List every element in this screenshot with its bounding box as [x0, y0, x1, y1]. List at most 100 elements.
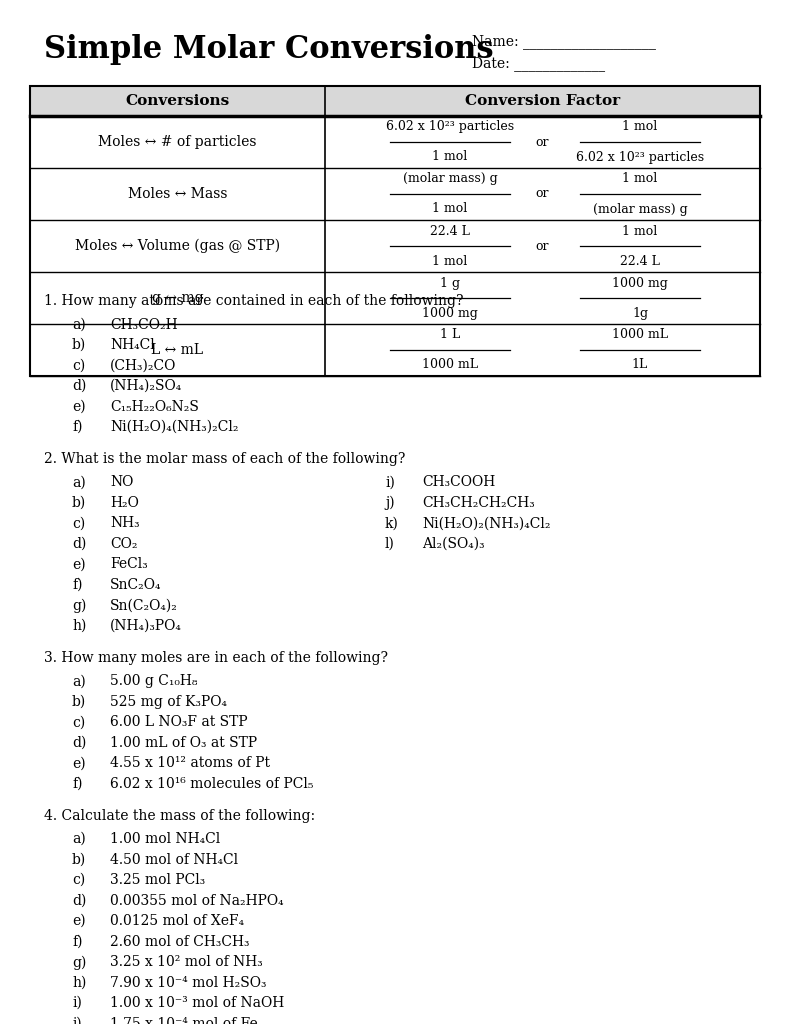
Text: 3.25 mol PCl₃: 3.25 mol PCl₃ — [110, 873, 205, 887]
Text: CH₃CH₂CH₂CH₃: CH₃CH₂CH₂CH₃ — [422, 496, 535, 510]
Text: 1 mol: 1 mol — [433, 255, 467, 267]
Text: l): l) — [385, 537, 395, 551]
Text: 22.4 L: 22.4 L — [430, 224, 470, 238]
Text: c): c) — [72, 716, 85, 729]
Text: g): g) — [72, 598, 86, 612]
Text: 1L: 1L — [632, 358, 648, 372]
Text: Al₂(SO₄)₃: Al₂(SO₄)₃ — [422, 537, 485, 551]
Text: 1000 mg: 1000 mg — [612, 276, 668, 290]
Text: NH₄Cl: NH₄Cl — [110, 338, 155, 352]
Text: 2.60 mol of CH₃CH₃: 2.60 mol of CH₃CH₃ — [110, 935, 249, 948]
Text: a): a) — [72, 475, 85, 489]
Text: 0.00355 mol of Na₂HPO₄: 0.00355 mol of Na₂HPO₄ — [110, 894, 284, 907]
Text: H₂O: H₂O — [110, 496, 139, 510]
Text: 2. What is the molar mass of each of the following?: 2. What is the molar mass of each of the… — [44, 452, 405, 466]
Text: 0.0125 mol of XeF₄: 0.0125 mol of XeF₄ — [110, 914, 244, 928]
Text: f): f) — [72, 935, 82, 948]
Text: 1 mol: 1 mol — [433, 151, 467, 164]
Bar — [30, 86, 760, 376]
Text: 1 mol: 1 mol — [623, 121, 657, 133]
Text: 1g: 1g — [632, 306, 648, 319]
Text: f): f) — [72, 420, 82, 434]
Text: b): b) — [72, 853, 86, 866]
Text: 5.00 g C₁₀H₈: 5.00 g C₁₀H₈ — [110, 674, 198, 688]
Text: 1 L: 1 L — [440, 329, 460, 341]
Text: b): b) — [72, 496, 86, 510]
Text: 22.4 L: 22.4 L — [620, 255, 660, 267]
Text: or: or — [536, 240, 549, 253]
Text: 1 mol: 1 mol — [623, 172, 657, 185]
Text: b): b) — [72, 338, 86, 352]
Text: 6.02 x 10¹⁶ molecules of PCl₅: 6.02 x 10¹⁶ molecules of PCl₅ — [110, 777, 313, 791]
Text: d): d) — [72, 736, 86, 750]
Text: c): c) — [72, 516, 85, 530]
Text: or: or — [536, 135, 549, 148]
Text: 4.50 mol of NH₄Cl: 4.50 mol of NH₄Cl — [110, 853, 238, 866]
Text: k): k) — [385, 516, 399, 530]
Text: g ↔ mg: g ↔ mg — [152, 291, 203, 305]
Text: Conversions: Conversions — [126, 94, 229, 108]
Text: i): i) — [72, 996, 82, 1010]
Text: NO: NO — [110, 475, 134, 489]
Text: a): a) — [72, 674, 85, 688]
Bar — [30, 86, 760, 116]
Text: 3. How many moles are in each of the following?: 3. How many moles are in each of the fol… — [44, 650, 388, 665]
Text: h): h) — [72, 618, 86, 633]
Text: Simple Molar Conversions: Simple Molar Conversions — [44, 34, 494, 65]
Text: Sn(C₂O₄)₂: Sn(C₂O₄)₂ — [110, 598, 178, 612]
Text: f): f) — [72, 578, 82, 592]
Text: 525 mg of K₃PO₄: 525 mg of K₃PO₄ — [110, 694, 227, 709]
Text: e): e) — [72, 399, 85, 414]
Text: e): e) — [72, 557, 85, 571]
Text: Name: ___________________: Name: ___________________ — [472, 34, 656, 49]
Text: 1. How many atoms are contained in each of the following?: 1. How many atoms are contained in each … — [44, 294, 464, 308]
Text: 3.25 x 10² mol of NH₃: 3.25 x 10² mol of NH₃ — [110, 955, 263, 969]
Text: (CH₃)₂CO: (CH₃)₂CO — [110, 358, 176, 373]
Text: d): d) — [72, 379, 86, 393]
Text: d): d) — [72, 894, 86, 907]
Text: Moles ↔ Volume (gas @ STP): Moles ↔ Volume (gas @ STP) — [75, 239, 280, 253]
Text: 6.02 x 10²³ particles: 6.02 x 10²³ particles — [386, 121, 514, 133]
Text: a): a) — [72, 833, 85, 846]
Text: 6.00 L NO₃F at STP: 6.00 L NO₃F at STP — [110, 716, 248, 729]
Text: (NH₄)₃PO₄: (NH₄)₃PO₄ — [110, 618, 182, 633]
Text: Conversion Factor: Conversion Factor — [465, 94, 620, 108]
Text: i): i) — [385, 475, 395, 489]
Text: CH₃COOH: CH₃COOH — [422, 475, 495, 489]
Text: 7.90 x 10⁻⁴ mol H₂SO₃: 7.90 x 10⁻⁴ mol H₂SO₃ — [110, 976, 267, 989]
Text: CH₃CO₂H: CH₃CO₂H — [110, 317, 178, 332]
Text: 1 mol: 1 mol — [433, 203, 467, 215]
Text: Moles ↔ # of particles: Moles ↔ # of particles — [98, 135, 257, 150]
Text: 1 mol: 1 mol — [623, 224, 657, 238]
Text: b): b) — [72, 694, 86, 709]
Text: 1000 mg: 1000 mg — [422, 306, 478, 319]
Text: (molar mass) g: (molar mass) g — [403, 172, 498, 185]
Text: Ni(H₂O)₂(NH₃)₄Cl₂: Ni(H₂O)₂(NH₃)₄Cl₂ — [422, 516, 551, 530]
Text: 1000 mL: 1000 mL — [422, 358, 478, 372]
Text: c): c) — [72, 358, 85, 373]
Text: 1.00 mL of O₃ at STP: 1.00 mL of O₃ at STP — [110, 736, 257, 750]
Text: NH₃: NH₃ — [110, 516, 140, 530]
Text: a): a) — [72, 317, 85, 332]
Text: 1 g: 1 g — [440, 276, 460, 290]
Text: c): c) — [72, 873, 85, 887]
Text: 4. Calculate the mass of the following:: 4. Calculate the mass of the following: — [44, 809, 315, 822]
Text: 1.00 mol NH₄Cl: 1.00 mol NH₄Cl — [110, 833, 220, 846]
Text: Moles ↔ Mass: Moles ↔ Mass — [128, 187, 227, 201]
Text: e): e) — [72, 914, 85, 928]
Text: g): g) — [72, 955, 86, 970]
Text: 1.00 x 10⁻³ mol of NaOH: 1.00 x 10⁻³ mol of NaOH — [110, 996, 284, 1010]
Text: 1000 mL: 1000 mL — [612, 329, 668, 341]
Text: d): d) — [72, 537, 86, 551]
Text: SnC₂O₄: SnC₂O₄ — [110, 578, 161, 592]
Text: f): f) — [72, 777, 82, 791]
Text: CO₂: CO₂ — [110, 537, 138, 551]
Text: Date: _____________: Date: _____________ — [472, 56, 605, 71]
Text: or: or — [536, 187, 549, 201]
Text: j): j) — [72, 1017, 81, 1024]
Text: e): e) — [72, 757, 85, 770]
Text: C₁₅H₂₂O₆N₂S: C₁₅H₂₂O₆N₂S — [110, 399, 199, 414]
Text: Ni(H₂O)₄(NH₃)₂Cl₂: Ni(H₂O)₄(NH₃)₂Cl₂ — [110, 420, 239, 434]
Text: L ↔ mL: L ↔ mL — [151, 343, 203, 357]
Text: h): h) — [72, 976, 86, 989]
